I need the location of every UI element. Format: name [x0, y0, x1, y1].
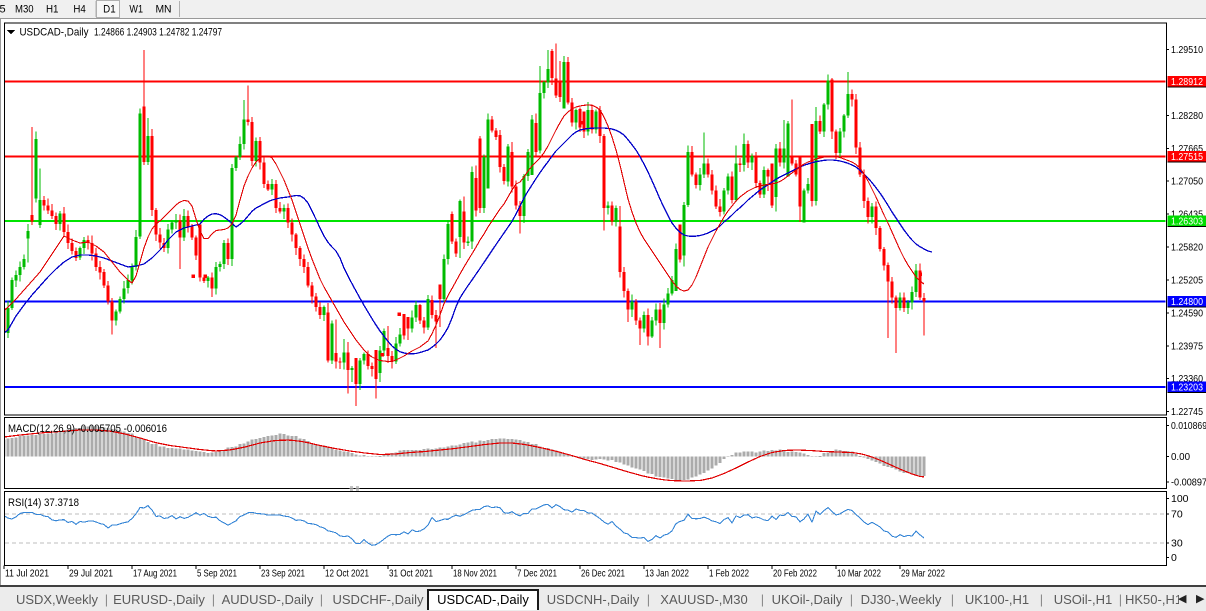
svg-text:D1: D1 — [103, 4, 116, 16]
svg-text:MACD(12,26,9) -0.005705 -0.006: MACD(12,26,9) -0.005705 -0.006016 — [8, 423, 167, 435]
svg-text:1.25820: 1.25820 — [1171, 242, 1203, 254]
svg-text:100: 100 — [1171, 493, 1189, 505]
svg-text:MN: MN — [155, 4, 171, 16]
svg-text:20 Feb 2022: 20 Feb 2022 — [773, 568, 817, 580]
svg-text:5: 5 — [0, 4, 6, 16]
svg-text:0.010869: 0.010869 — [1171, 420, 1206, 432]
svg-text:H1: H1 — [46, 4, 59, 16]
svg-text:1 Feb 2022: 1 Feb 2022 — [709, 568, 749, 580]
svg-text:1.23975: 1.23975 — [1171, 340, 1203, 352]
svg-text:10 Mar 2022: 10 Mar 2022 — [837, 568, 881, 580]
svg-text:23 Sep 2021: 23 Sep 2021 — [261, 568, 305, 580]
svg-text:1.24866 1.24903 1.24782 1.2479: 1.24866 1.24903 1.24782 1.24797 — [94, 27, 222, 39]
svg-text:12 Oct 2021: 12 Oct 2021 — [325, 568, 369, 580]
svg-text:M30: M30 — [15, 4, 34, 16]
svg-text:30: 30 — [1171, 538, 1183, 550]
svg-text:17 Aug 2021: 17 Aug 2021 — [133, 568, 177, 580]
svg-text:1.27050: 1.27050 — [1171, 176, 1203, 188]
svg-text:31 Oct 2021: 31 Oct 2021 — [389, 568, 433, 580]
svg-text:USDCAD-,Daily: USDCAD-,Daily — [20, 27, 89, 39]
svg-text:0.00: 0.00 — [1171, 451, 1190, 463]
svg-text:70: 70 — [1171, 509, 1183, 521]
svg-text:1.26303: 1.26303 — [1171, 216, 1203, 228]
svg-text:18 Nov 2021: 18 Nov 2021 — [453, 568, 497, 580]
svg-text:1.28280: 1.28280 — [1171, 110, 1203, 122]
svg-text:1.27515: 1.27515 — [1171, 151, 1203, 163]
svg-text:1.23203: 1.23203 — [1171, 382, 1203, 394]
svg-text:1.29510: 1.29510 — [1171, 44, 1203, 56]
svg-text:0: 0 — [1171, 552, 1177, 564]
svg-text:1.28912: 1.28912 — [1171, 76, 1203, 88]
svg-text:RSI(14) 37.3718: RSI(14) 37.3718 — [8, 497, 79, 509]
svg-text:1.25205: 1.25205 — [1171, 275, 1203, 287]
svg-text:1.24590: 1.24590 — [1171, 307, 1203, 319]
svg-text:13 Jan 2022: 13 Jan 2022 — [645, 568, 689, 580]
svg-text:7 Dec 2021: 7 Dec 2021 — [517, 568, 557, 580]
svg-text:1.22745: 1.22745 — [1171, 406, 1203, 418]
svg-text:26 Dec 2021: 26 Dec 2021 — [581, 568, 625, 580]
svg-text:29 Jul 2021: 29 Jul 2021 — [69, 568, 113, 580]
svg-text:W1: W1 — [129, 4, 143, 16]
svg-text:29 Mar 2022: 29 Mar 2022 — [901, 568, 945, 580]
svg-text:-0.00897: -0.00897 — [1171, 477, 1206, 489]
svg-text:5 Sep 2021: 5 Sep 2021 — [197, 568, 237, 580]
svg-text:H4: H4 — [73, 4, 85, 16]
svg-text:1.24800: 1.24800 — [1171, 296, 1203, 308]
svg-text:11 Jul 2021: 11 Jul 2021 — [5, 568, 49, 580]
